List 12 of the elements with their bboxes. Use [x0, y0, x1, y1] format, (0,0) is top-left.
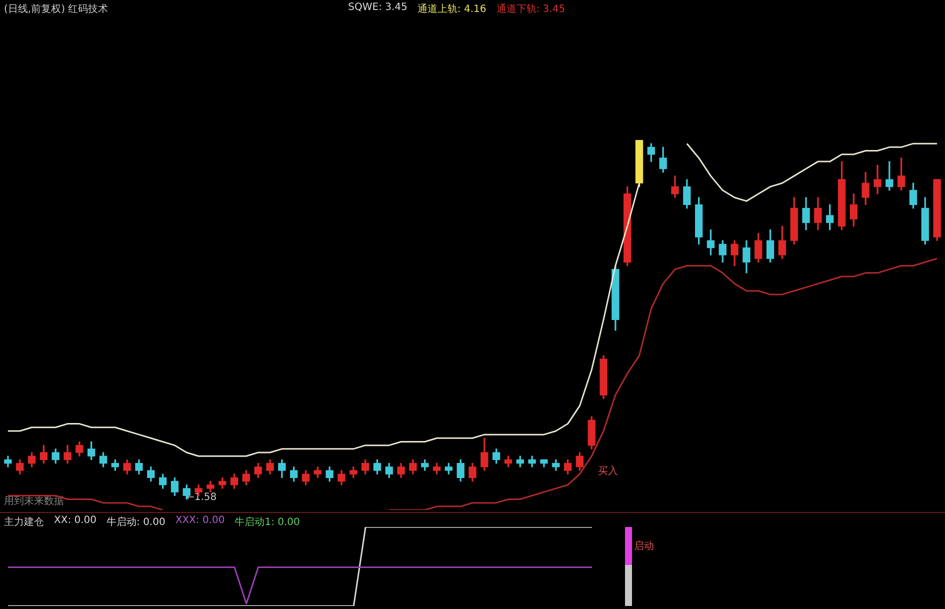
annotation: 牛启动1: 0.00 — [234, 516, 300, 529]
text: 通道上轨: 4.16 — [417, 2, 486, 16]
text: SQWE: 3.45 — [348, 2, 408, 15]
text: XXX: 0.00 — [175, 515, 225, 528]
text: XX: 0.00 — [54, 515, 97, 528]
annotation: ←1.58 — [186, 492, 217, 503]
annotation: 买入 — [598, 464, 618, 478]
text: 启动 — [634, 540, 654, 553]
chart-title: 主力建仓 — [4, 516, 44, 529]
chart-title: (日线,前复权) 红码技术 — [4, 2, 108, 16]
text: 通道下轨: 3.45 — [496, 2, 566, 16]
annotation: 牛启动: 0.00 — [106, 516, 166, 529]
